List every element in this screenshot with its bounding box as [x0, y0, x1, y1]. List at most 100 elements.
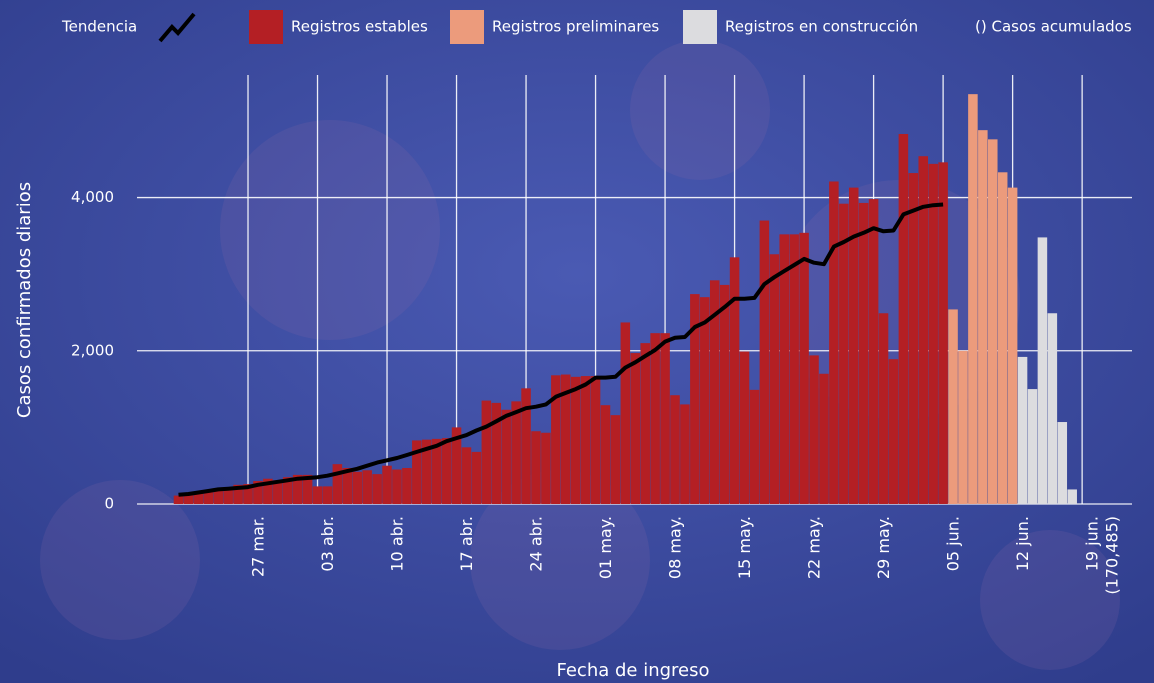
bar	[561, 374, 571, 504]
bar	[680, 404, 690, 504]
legend-swatch	[249, 10, 283, 44]
x-tick-label: 10 abr.	[388, 516, 407, 572]
bar	[511, 401, 521, 504]
legend-label: Registros preliminares	[492, 18, 659, 36]
bar	[392, 469, 402, 504]
bar	[700, 297, 710, 504]
bar	[342, 467, 353, 504]
bar	[491, 402, 502, 504]
bar	[829, 181, 839, 504]
bar	[898, 133, 909, 505]
x-tick-label: 24 abr.	[527, 516, 546, 572]
y-axis-title: Casos confirmados diarios	[14, 182, 35, 418]
bar	[481, 400, 492, 504]
bar	[968, 94, 978, 504]
bar	[858, 202, 869, 504]
bar	[1007, 187, 1018, 505]
x-axis-title: Fecha de ingreso	[556, 660, 709, 681]
bar	[541, 432, 551, 504]
x-tick-label: 27 mar.	[249, 516, 268, 577]
bar	[978, 130, 988, 504]
bar	[203, 490, 214, 504]
x-tick-note: (170,485)	[1103, 516, 1122, 595]
bar	[263, 478, 273, 504]
bar	[997, 172, 1008, 504]
bar	[769, 254, 780, 504]
bar	[1017, 356, 1028, 504]
bar	[590, 376, 601, 504]
bar	[690, 294, 700, 504]
x-tick-label: 17 abr.	[457, 516, 476, 572]
bar	[1057, 422, 1068, 504]
legend-label: Tendencia	[61, 18, 137, 36]
bar	[719, 284, 730, 504]
bar	[799, 232, 809, 504]
x-tick-label: 01 may.	[596, 516, 615, 579]
legend-swatch	[450, 10, 484, 44]
bar	[1027, 389, 1038, 504]
bar	[729, 257, 740, 504]
bar	[789, 234, 799, 505]
bar	[282, 477, 293, 504]
bar	[193, 492, 204, 504]
legend-swatch	[683, 10, 717, 44]
x-tick-label: 08 may.	[666, 516, 685, 579]
bar	[908, 173, 919, 505]
bar	[958, 350, 968, 504]
bar	[1067, 489, 1077, 504]
bar	[1047, 313, 1058, 504]
legend-line-icon	[158, 12, 196, 43]
bar	[610, 415, 621, 504]
bar	[839, 203, 849, 504]
bar	[640, 343, 650, 504]
bar	[431, 438, 442, 504]
bar	[183, 494, 194, 504]
bar	[670, 395, 680, 504]
bar	[273, 480, 283, 504]
bar	[819, 373, 829, 504]
bar	[292, 474, 303, 504]
bar	[243, 484, 253, 504]
bar	[570, 376, 581, 504]
bar	[759, 220, 770, 504]
x-tick-label: 29 may.	[874, 516, 893, 579]
bar	[461, 447, 472, 504]
bar	[372, 474, 382, 504]
x-tick-label: 15 may.	[735, 516, 754, 579]
bar	[213, 488, 223, 504]
bar	[878, 313, 889, 504]
bar	[352, 471, 363, 504]
bar	[253, 481, 263, 504]
bar	[322, 486, 333, 504]
x-tick-label: 03 abr.	[318, 516, 337, 572]
bar	[660, 333, 670, 504]
bar	[600, 405, 611, 504]
trend-line	[178, 202, 944, 497]
legend-note: () Casos acumulados	[975, 18, 1132, 36]
bar	[302, 474, 313, 504]
bar	[739, 351, 750, 504]
bar	[888, 359, 899, 504]
bar	[362, 470, 372, 504]
bar	[312, 486, 323, 504]
bar	[382, 465, 392, 504]
bar	[580, 376, 591, 504]
bar	[531, 431, 541, 504]
bar	[471, 451, 482, 504]
bar	[173, 495, 184, 504]
legend-label: Registros en construcción	[725, 18, 918, 36]
bar	[630, 353, 641, 504]
bar	[650, 333, 660, 504]
bar	[1037, 237, 1048, 504]
bar	[501, 409, 511, 504]
bar	[402, 467, 412, 504]
bar	[521, 388, 531, 504]
bar	[332, 464, 343, 504]
bar	[868, 199, 879, 504]
bar	[987, 139, 998, 504]
x-tick-label: 19 jun.	[1083, 516, 1102, 571]
bar	[749, 389, 760, 504]
bar	[779, 234, 789, 505]
bar	[709, 280, 720, 504]
